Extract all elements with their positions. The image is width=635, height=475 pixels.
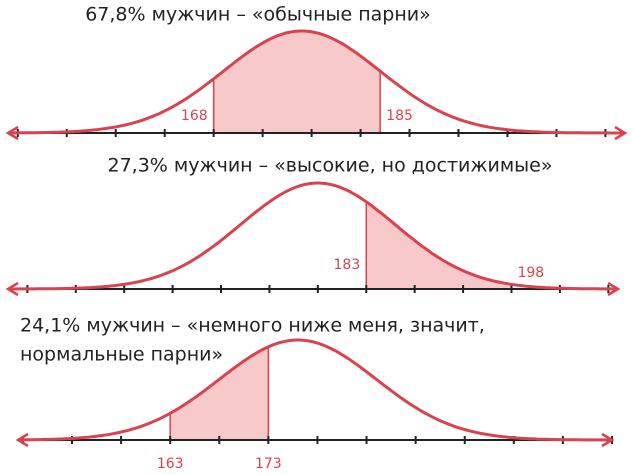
bound-label: 168 <box>181 108 208 124</box>
bound-label: 185 <box>386 108 413 124</box>
chart-title: 67,8% мужчин – «обычные парни» <box>85 4 431 26</box>
arrow-left <box>5 125 19 141</box>
density-curve <box>8 29 625 135</box>
density-curve <box>8 181 618 291</box>
shaded-area <box>213 31 381 133</box>
arrow-right <box>601 432 615 448</box>
bound-label: 198 <box>517 265 544 281</box>
chart-title: нормальные парни» <box>20 344 223 366</box>
chart-title: 27,3% мужчин – «высокие, но достижимые» <box>108 155 553 177</box>
arrow-left <box>15 432 29 448</box>
bound-label: 163 <box>157 456 184 472</box>
shaded-area <box>366 201 512 289</box>
arrow-left <box>5 281 19 297</box>
bound-label: 183 <box>334 257 361 273</box>
arrow-right <box>607 281 621 297</box>
shaded-area <box>170 346 269 440</box>
arrow-right <box>614 125 628 141</box>
bound-label: 173 <box>255 456 282 472</box>
chart-title: 24,1% мужчин – «немного ниже меня, значи… <box>20 315 485 337</box>
density-curve <box>18 338 612 442</box>
